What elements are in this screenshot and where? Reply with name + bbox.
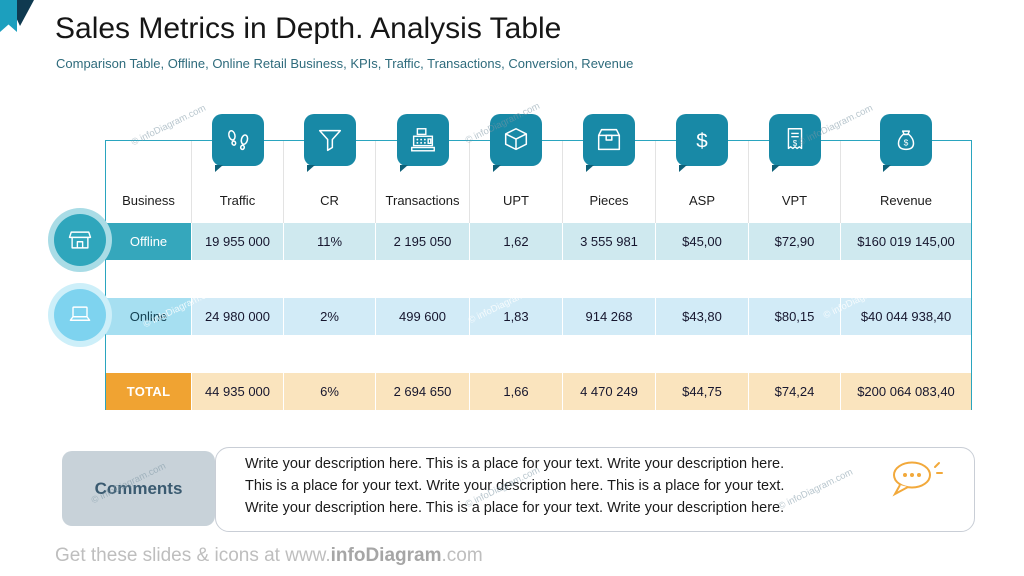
table-cell: $45,00 [655, 223, 748, 260]
footer-text: Get these slides & icons at www. [55, 545, 331, 566]
table-cell: 499 600 [375, 298, 469, 335]
column-header-vpt: $ VPT [748, 114, 840, 223]
footer-credit: Get these slides & icons at www.infoDiag… [55, 545, 483, 567]
dollar-icon: $ [676, 114, 728, 172]
cube-icon [490, 114, 542, 172]
table-cell: 4 470 249 [562, 373, 655, 410]
page-title: Sales Metrics in Depth. Analysis Table [55, 12, 562, 45]
comment-line: Write your description here. This is a p… [245, 500, 785, 516]
column-header-upt: UPT [469, 114, 562, 223]
footer-text: .com [441, 545, 483, 566]
table-cell: 914 268 [562, 298, 655, 335]
table-cell: 1,62 [469, 223, 562, 260]
table-cell: 19 955 000 [191, 223, 283, 260]
money-bag-icon: $ [880, 114, 932, 172]
column-header-pieces: Pieces [562, 114, 655, 223]
comment-line: This is a place for your text. Write you… [245, 478, 785, 494]
speech-bubble-icon [886, 458, 944, 511]
column-header-label: Business [122, 193, 175, 208]
column-header-revenue: $ Revenue [840, 114, 971, 223]
column-header-label: Pieces [589, 193, 629, 208]
metrics-table: Business Traffic CR [105, 114, 972, 410]
comment-line: Write your description here. This is a p… [245, 456, 785, 472]
footer-brand: infoDiagram [330, 545, 442, 566]
table-cell: 6% [283, 373, 375, 410]
column-header-label: ASP [688, 193, 715, 208]
table-cell: 2 195 050 [375, 223, 469, 260]
table-cell: 44 935 000 [191, 373, 283, 410]
table-cell: 11% [283, 223, 375, 260]
svg-text:$: $ [696, 130, 708, 153]
table-cell: $43,80 [655, 298, 748, 335]
receipt-icon: $ [768, 114, 821, 172]
table-cell: 3 555 981 [562, 223, 655, 260]
column-header-business: Business [106, 141, 191, 223]
table-cell: 2 694 650 [375, 373, 469, 410]
row-label-online: Online [106, 298, 191, 335]
column-header-label: Traffic [219, 193, 256, 208]
column-header-label: Revenue [879, 193, 933, 208]
funnel-icon [303, 114, 356, 172]
footprints-icon [211, 114, 264, 172]
column-header-label: Transactions [385, 193, 460, 208]
table-cell: $74,24 [748, 373, 840, 410]
table-cell: $72,90 [748, 223, 840, 260]
table-cell: $44,75 [655, 373, 748, 410]
comments-box [215, 447, 975, 532]
row-label-total: TOTAL [106, 373, 191, 410]
table-cell: $200 064 083,40 [840, 373, 971, 410]
storefront-icon [54, 214, 106, 266]
svg-text:$: $ [904, 138, 909, 148]
table-cell: $40 044 938,40 [840, 298, 971, 335]
column-header-asp: $ ASP [655, 114, 748, 223]
column-header-label: CR [320, 193, 339, 208]
column-header-cr: CR [283, 114, 375, 223]
comments-label: Comments [62, 451, 215, 526]
table-cell: $80,15 [748, 298, 840, 335]
row-label-offline: Offline [106, 223, 191, 260]
table-cell: 1,83 [469, 298, 562, 335]
column-header-label: UPT [503, 193, 529, 208]
column-header-label: VPT [781, 193, 808, 208]
svg-text:$: $ [792, 139, 797, 148]
laptop-icon [54, 289, 106, 341]
table-cell: 1,66 [469, 373, 562, 410]
corner-accent-icon [0, 0, 34, 32]
comments-text: Write your description here. This is a p… [245, 453, 784, 519]
row-spacer [106, 260, 971, 298]
row-spacer [106, 335, 971, 373]
package-icon [583, 114, 635, 172]
column-header-traffic: Traffic [191, 114, 283, 223]
table-cell: 24 980 000 [191, 298, 283, 335]
cash-register-icon [396, 114, 449, 172]
column-header-transactions: Transactions [375, 114, 469, 223]
table-cell: 2% [283, 298, 375, 335]
table-cell: $160 019 145,00 [840, 223, 971, 260]
page-subtitle: Comparison Table, Offline, Online Retail… [56, 56, 634, 71]
